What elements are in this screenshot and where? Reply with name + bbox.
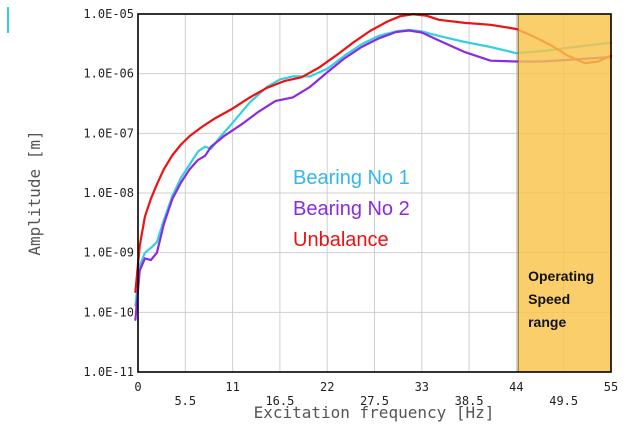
band-label-group: Operating Speed range (528, 268, 594, 330)
y-tick-label: 1.0E-09 (83, 246, 134, 260)
y-tick-label: 1.0E-05 (83, 7, 134, 21)
x-tick-labels: 0 5.5 11 16.5 22 27.5 33 38.5 44 49.5 55 (134, 380, 618, 408)
legend-entry-bearing-no-1: Bearing No 1 (293, 167, 410, 189)
y-tick-label: 1.0E-07 (83, 126, 134, 140)
x-tick-label: 38.5 (455, 394, 484, 408)
operating-range-band-group (517, 13, 612, 373)
y-axis-title: Amplitude [m] (25, 130, 44, 255)
band-label-line: Operating (528, 268, 594, 284)
x-tick-label: 22 (320, 380, 334, 394)
x-tick-label: 0 (134, 380, 141, 394)
legend-entry-unbalance: Unbalance (293, 229, 389, 251)
operating-range-band (517, 13, 612, 373)
band-label-line: Speed (528, 291, 570, 307)
y-tick-label: 1.0E-08 (83, 186, 134, 200)
y-tick-labels: 1.0E-05 1.0E-06 1.0E-07 1.0E-08 1.0E-09 1.0E-… (83, 7, 134, 379)
x-tick-label: 49.5 (549, 394, 578, 408)
x-tick-label: 27.5 (360, 394, 389, 408)
x-tick-label: 55 (604, 380, 618, 394)
band-label-line: range (528, 314, 566, 330)
x-tick-label: 5.5 (174, 394, 196, 408)
plot-frame (137, 13, 612, 373)
y-tick-label: 1.0E-06 (83, 67, 134, 81)
y-tick-label: 1.0E-10 (83, 305, 134, 319)
x-axis-title: Excitation frequency [Hz] (254, 403, 495, 422)
x-tick-label: 11 (225, 380, 239, 394)
x-tick-label: 44 (509, 380, 523, 394)
x-tick-label: 33 (415, 380, 429, 394)
y-tick-label: 1.0E-11 (83, 365, 134, 379)
series-line-bearing-no-2 (134, 29, 613, 321)
legend-entry-bearing-no-2: Bearing No 2 (293, 198, 410, 220)
series-line-bearing-no-1 (134, 28, 613, 307)
x-tick-label: 16.5 (265, 394, 294, 408)
